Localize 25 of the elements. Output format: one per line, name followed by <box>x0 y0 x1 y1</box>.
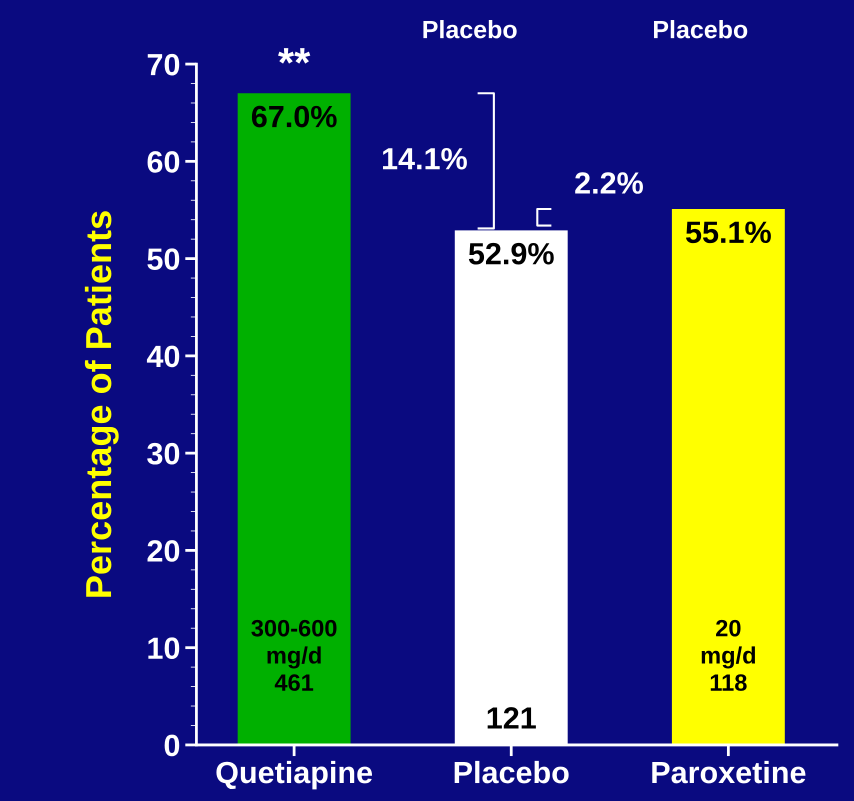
y-tick-label: 30 <box>147 442 180 465</box>
y-tick-label: 10 <box>148 637 180 660</box>
y-tick-label: 40 <box>146 346 180 368</box>
annotation: 300-600 mg/d 461 <box>251 620 336 691</box>
annotation: 14.1% <box>383 148 467 170</box>
y-tick-label: 50 <box>147 248 180 270</box>
data-label: 55.1% <box>686 222 771 244</box>
y-tick-label: 0 <box>164 734 180 756</box>
annotation: 2.2% <box>575 172 643 194</box>
text: Placebo <box>423 20 517 38</box>
text: Placebo <box>654 20 748 38</box>
y-tick-label: 20 <box>148 540 180 562</box>
text: ** <box>278 48 310 64</box>
annotation: 121 <box>488 707 536 729</box>
y-tick-label: 60 <box>148 151 180 173</box>
data-label: 52.9% <box>468 242 554 265</box>
x-tick-label: Quetiapine <box>216 760 372 790</box>
bar <box>672 209 785 745</box>
y-axis-title: Percentage of Patients <box>84 211 119 597</box>
x-tick-label: Paroxetine <box>652 760 806 784</box>
x-tick-label: Placebo <box>454 760 569 784</box>
bar <box>238 93 351 745</box>
annotation: 20 mg/d 118 <box>702 620 756 691</box>
data-label: 67.0% <box>252 106 337 128</box>
y-tick-label: 70 <box>148 54 180 76</box>
